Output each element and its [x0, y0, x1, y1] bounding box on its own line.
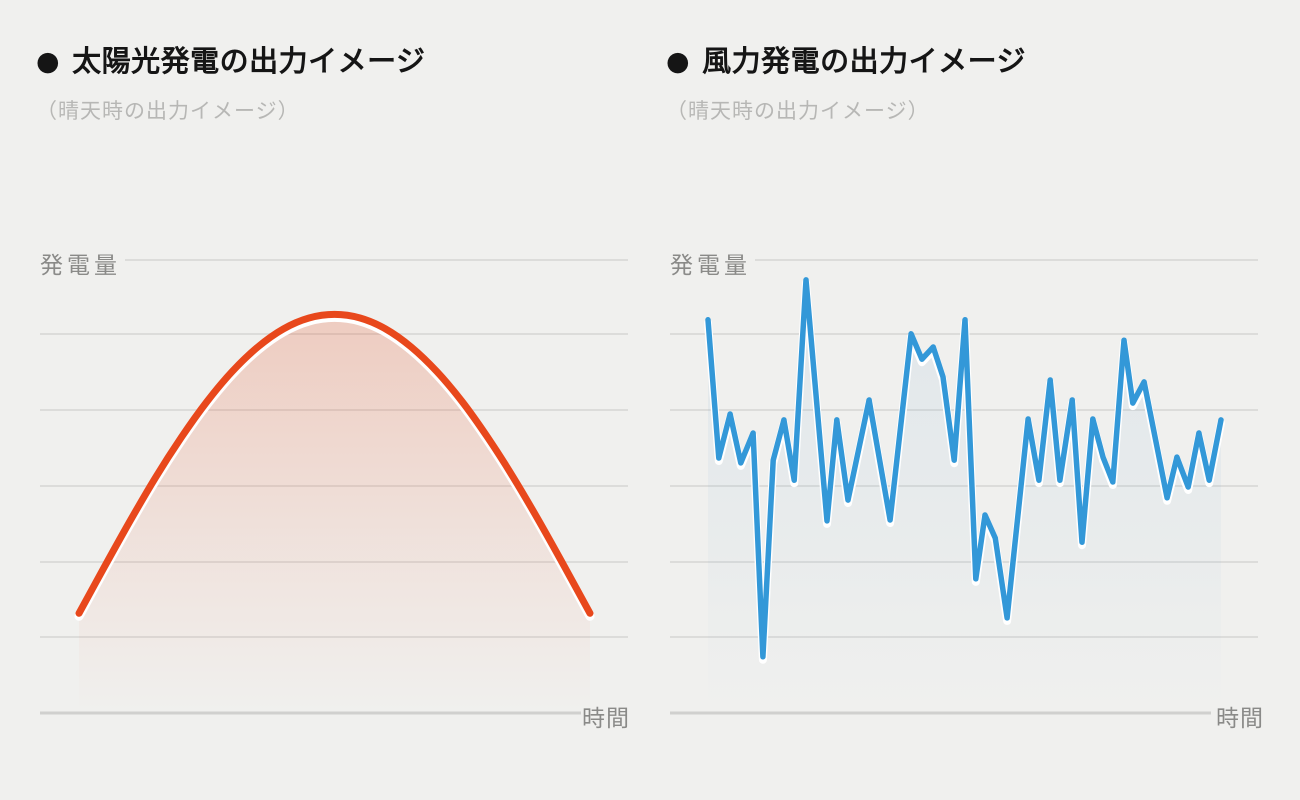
solar-chart-panel: ● 太陽光発電の出力イメージ （晴天時の出力イメージ） 発電量 時間 [0, 0, 630, 800]
solar-area-fill [79, 319, 590, 710]
solar-output-chart [40, 259, 628, 715]
solar-y-axis-label: 発電量 [40, 253, 121, 279]
solar-chart-title-text: 太陽光発電の出力イメージ [72, 44, 426, 78]
wind-chart-title: ● 風力発電の出力イメージ [666, 38, 1026, 80]
solar-chart-subtitle: （晴天時の出力イメージ） [36, 99, 300, 123]
solar-x-axis-label: 時間 [582, 706, 630, 732]
bullet-icon: ● [36, 46, 61, 77]
wind-chart-title-text: 風力発電の出力イメージ [702, 44, 1026, 78]
bullet-icon: ● [666, 46, 691, 77]
solar-chart-title: ● 太陽光発電の出力イメージ [36, 38, 425, 80]
wind-series-line [705, 277, 1224, 660]
wind-chart-subtitle: （晴天時の出力イメージ） [666, 99, 930, 123]
wind-y-axis-label: 発電量 [670, 253, 751, 279]
wind-x-axis-label: 時間 [1216, 706, 1264, 732]
wind-area-fill [708, 284, 1221, 710]
solar-series-line [75, 310, 594, 617]
wind-output-chart [670, 259, 1258, 715]
wind-chart-panel: ● 風力発電の出力イメージ （晴天時の出力イメージ） 発電量 時間 [630, 0, 1263, 800]
